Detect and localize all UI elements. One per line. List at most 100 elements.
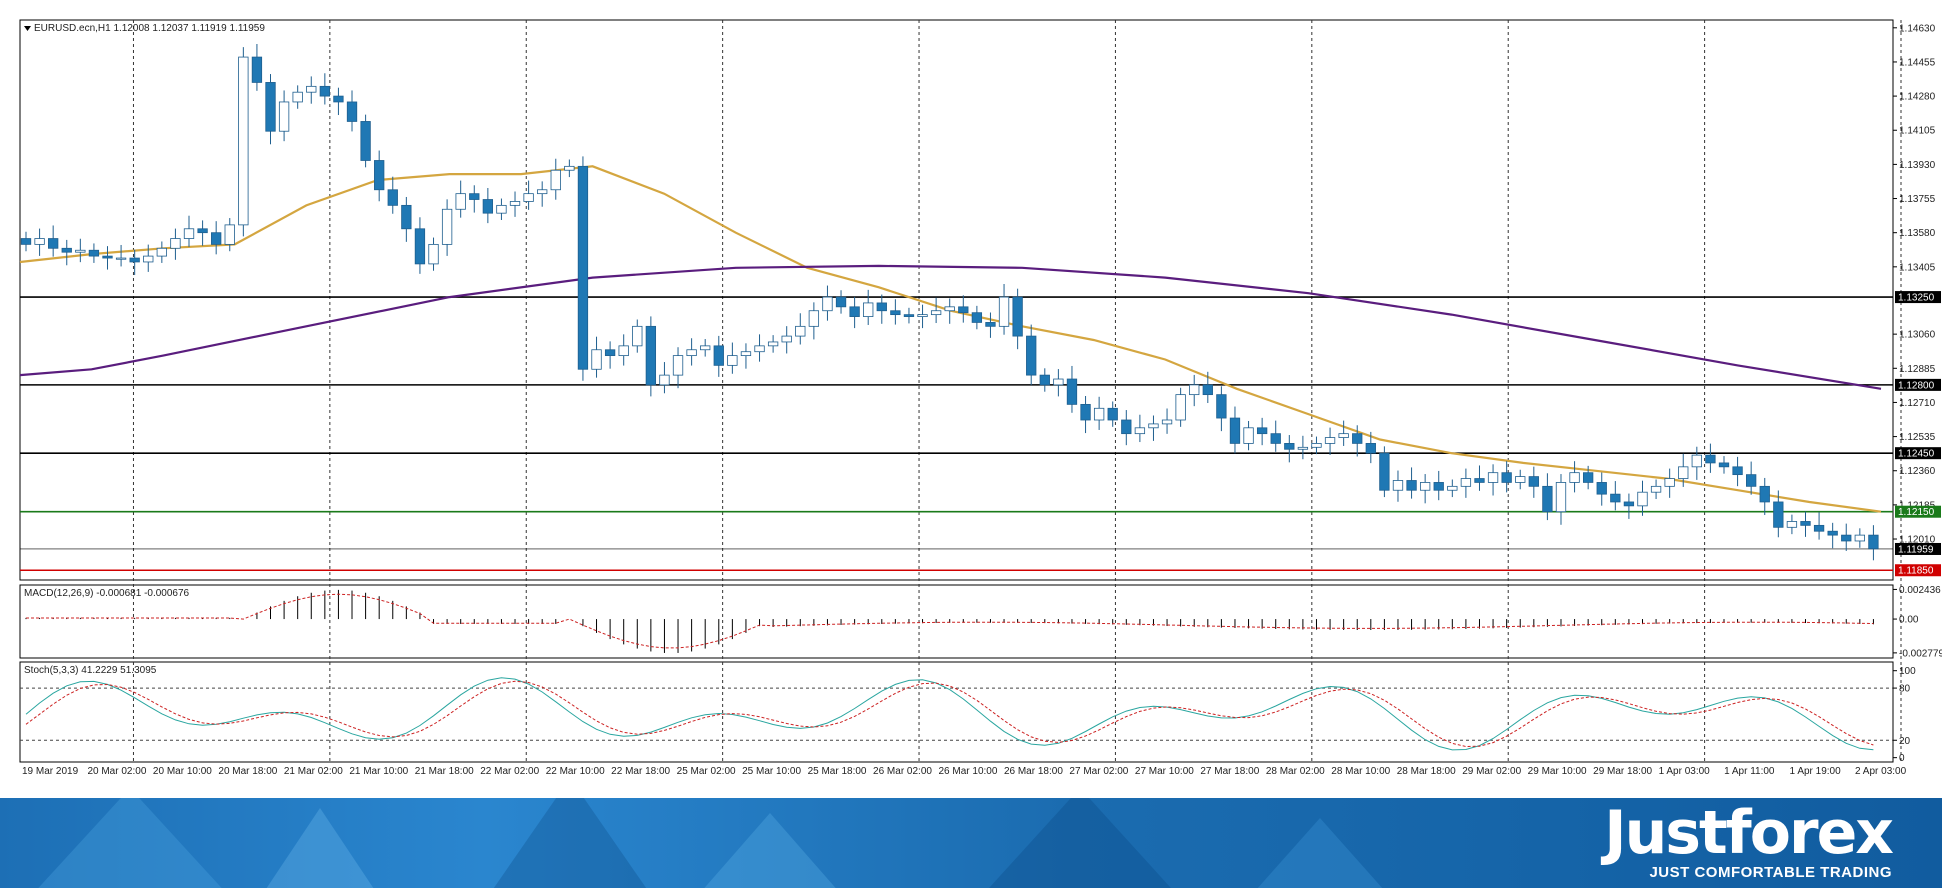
bullish-candle (564, 165, 575, 171)
bullish-candle (1637, 491, 1648, 507)
bullish-candle (930, 310, 942, 316)
bearish-candle (346, 101, 358, 122)
bullish-candle (618, 345, 629, 357)
bearish-candle (890, 310, 901, 316)
bullish-candle (537, 189, 548, 195)
bearish-candle (958, 306, 969, 314)
price-level-box (1895, 447, 1941, 460)
bearish-candle (1759, 485, 1770, 503)
bullish-candle (781, 335, 792, 343)
bullish-candle (278, 101, 290, 132)
bullish-candle (455, 193, 466, 210)
bullish-candle (700, 345, 711, 351)
bullish-candle (822, 296, 833, 312)
bullish-candle (143, 255, 154, 263)
macd-title: MACD(12,26,9) -0.000681 -0.000676 (24, 588, 190, 599)
bearish-candle (645, 325, 657, 386)
bullish-candle (727, 355, 738, 366)
x-tick-label: 29 Mar 10:00 (1528, 766, 1587, 777)
bearish-candle (265, 82, 276, 132)
x-tick-label: 29 Mar 18:00 (1593, 766, 1652, 777)
price-level-label: 1.12150 (1898, 507, 1935, 518)
bullish-candle (659, 374, 670, 386)
bullish-candle (672, 355, 684, 376)
bearish-candle (1433, 482, 1444, 491)
bearish-candle (849, 306, 860, 317)
slow-moving-average-line (19, 264, 1882, 390)
bullish-candle (428, 243, 439, 265)
price-chart-title: EURUSD.ecn,H1 1.12008 1.12037 1.11919 1.… (34, 23, 265, 34)
bullish-candle (1243, 427, 1254, 444)
bearish-candle (971, 312, 983, 323)
bearish-candle (1406, 480, 1417, 491)
bearish-candle (1474, 478, 1485, 483)
bearish-candle (333, 95, 344, 103)
y-tick-label: 20 (1899, 736, 1911, 747)
bullish-candle (1664, 478, 1675, 487)
bearish-candle (1202, 384, 1213, 396)
y-tick-label: 0.002436 (1899, 585, 1941, 596)
bullish-candle (509, 201, 521, 206)
bearish-candle (835, 296, 847, 308)
y-tick-label: 1.13580 (1899, 228, 1936, 239)
bearish-candle (360, 121, 371, 161)
bearish-candle (1528, 476, 1539, 487)
y-tick-label: 0.00 (1899, 615, 1919, 626)
bearish-candle (1270, 433, 1281, 444)
bearish-candle (1039, 374, 1050, 386)
bearish-candle (401, 204, 412, 230)
bearish-candle (1026, 335, 1037, 376)
x-tick-label: 21 Mar 18:00 (415, 766, 474, 777)
bullish-candle (156, 247, 167, 257)
x-tick-label: 21 Mar 02:00 (284, 766, 343, 777)
bullish-candle (591, 349, 602, 370)
bullish-candle (944, 306, 955, 312)
y-tick-label: 80 (1899, 684, 1911, 695)
price-level-box (1895, 505, 1941, 518)
bullish-candle (1515, 476, 1526, 483)
bullish-candle (1148, 423, 1159, 429)
bullish-candle (1786, 521, 1798, 528)
price-level-label: 1.13250 (1898, 293, 1935, 304)
x-tick-label: 25 Mar 18:00 (808, 766, 867, 777)
x-tick-label: 26 Mar 10:00 (939, 766, 998, 777)
bearish-candle (577, 165, 589, 370)
bearish-candle (1841, 534, 1852, 542)
bullish-candle (75, 249, 86, 253)
bearish-candle (876, 302, 887, 312)
y-tick-label: 1.14105 (1899, 126, 1936, 137)
bullish-candle (808, 310, 820, 327)
stoch-k-line (25, 677, 1874, 751)
bullish-candle (1053, 378, 1064, 386)
y-tick-label: 1.12535 (1899, 432, 1936, 443)
brand-logo: Justforex JUST COMFORTABLE TRADING (1604, 800, 1894, 881)
bullish-candle (795, 325, 806, 337)
bearish-candle (985, 322, 996, 327)
y-tick-label: 1.13405 (1899, 262, 1936, 273)
bullish-candle (686, 349, 697, 357)
price-level-label: 1.12800 (1898, 380, 1935, 391)
x-tick-label: 22 Mar 18:00 (611, 766, 670, 777)
bearish-candle (48, 238, 59, 249)
brand-tagline: JUST COMFORTABLE TRADING (1649, 864, 1892, 881)
bearish-candle (1610, 493, 1621, 503)
bearish-candle (1229, 417, 1241, 444)
bullish-candle (1297, 446, 1309, 450)
bearish-candle (1012, 296, 1023, 337)
bullish-candle (115, 257, 127, 260)
x-tick-label: 19 Mar 2019 (22, 766, 79, 777)
bullish-candle (550, 169, 561, 191)
bullish-candle (1447, 485, 1458, 491)
price-panel-frame (19, 19, 1894, 581)
bearish-candle (1501, 472, 1512, 483)
bearish-candle (1365, 443, 1376, 454)
bullish-candle (34, 238, 45, 245)
bearish-candle (102, 255, 113, 259)
bearish-candle (20, 238, 32, 245)
bullish-candle (224, 224, 235, 245)
macd-panel-frame (19, 584, 1894, 659)
bearish-candle (1732, 466, 1743, 476)
bullish-candle (1419, 482, 1431, 491)
bullish-candle (740, 351, 752, 357)
brand-banner: Justforex JUST COMFORTABLE TRADING (0, 798, 1942, 888)
